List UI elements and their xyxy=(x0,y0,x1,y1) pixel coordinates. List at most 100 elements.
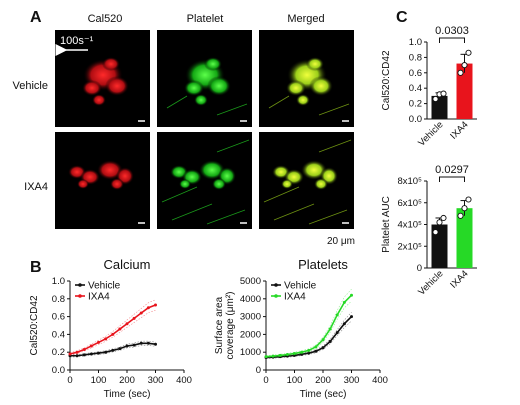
y-tick-label: 2x10⁵ xyxy=(397,241,422,252)
data-point xyxy=(350,315,353,319)
micrograph-tile xyxy=(55,30,150,127)
legend-marker xyxy=(274,283,278,287)
x-tick-label: 0 xyxy=(67,375,72,386)
y-tick-label: 1.0 xyxy=(409,37,422,48)
data-point xyxy=(271,354,275,358)
individual-point xyxy=(461,62,468,69)
data-point xyxy=(75,350,79,354)
legend-label: IXA4 xyxy=(88,292,110,303)
panel-letter-a: A xyxy=(30,9,42,26)
individual-point xyxy=(432,95,439,103)
row-header-ixa4: IXA4 xyxy=(24,181,48,193)
data-point xyxy=(154,342,157,346)
cell-aggregate xyxy=(92,94,106,106)
data-point xyxy=(75,354,79,358)
cell-aggregate xyxy=(204,57,222,71)
data-point xyxy=(300,350,304,354)
data-point xyxy=(139,341,143,345)
data-point xyxy=(104,350,108,354)
legend-marker xyxy=(78,294,82,298)
data-point xyxy=(154,303,157,307)
data-point xyxy=(342,300,346,304)
data-point xyxy=(321,346,325,350)
column-header-cal520: Cal520 xyxy=(88,13,123,25)
individual-point xyxy=(465,196,472,203)
x-tick-label: 300 xyxy=(344,375,360,386)
x-tick-label: 400 xyxy=(372,375,388,386)
y-axis-label: Cal520:CD42 xyxy=(381,50,392,110)
x-tick-label: 300 xyxy=(148,375,164,386)
data-point xyxy=(125,322,129,326)
cell-aggregate xyxy=(309,76,333,96)
y-tick-label: 0.0 xyxy=(52,365,65,376)
y-tick-label: 4000 xyxy=(240,294,261,305)
data-point xyxy=(293,351,296,355)
individual-point xyxy=(436,219,443,226)
y-axis-label: Surface area xyxy=(214,296,225,354)
data-point xyxy=(132,343,136,347)
cell-aggregate xyxy=(314,178,328,190)
y-axis-label: coverage (μm²) xyxy=(225,292,236,360)
y-tick-label: 0.6 xyxy=(52,312,65,323)
data-point xyxy=(104,337,108,341)
y-axis-label: Cal520:CD42 xyxy=(29,295,40,355)
category-label: IXA4 xyxy=(448,119,470,141)
data-point xyxy=(335,313,339,317)
micrograph-tile xyxy=(157,132,252,229)
line-chart-platelets: Platelets 0 1000 2000 3000 4000 5000 0 100 200 300… xyxy=(214,257,388,400)
series-error-lower xyxy=(70,345,156,358)
y-tick-label: 0.4 xyxy=(409,83,422,94)
micrograph-background xyxy=(259,132,354,229)
data-point xyxy=(89,344,93,348)
x-tick-label: 100 xyxy=(91,375,107,386)
micrograph-grid: 100s⁻¹ xyxy=(55,30,354,229)
column-header-platelet: Platelet xyxy=(187,13,224,25)
flow-streak xyxy=(263,186,300,203)
data-point xyxy=(335,331,339,335)
legend-marker xyxy=(274,294,278,298)
series-error-upper xyxy=(265,289,352,356)
y-tick-label: 0 xyxy=(417,263,422,274)
y-tick-label: 8x10⁵ xyxy=(397,176,422,187)
line-charts: Calcium 0.0 0.2 0.4 0.6 0.8 1.0 0 100 200 300 400 Ti… xyxy=(29,257,388,400)
significance-bracket xyxy=(439,176,465,182)
data-point xyxy=(146,306,150,310)
data-point xyxy=(82,353,86,357)
data-point xyxy=(118,347,122,351)
data-point xyxy=(97,351,100,355)
data-point xyxy=(111,332,115,336)
micrograph-tile xyxy=(259,30,354,127)
bar-ixa4 xyxy=(456,208,473,268)
individual-point xyxy=(465,49,472,56)
data-point xyxy=(314,349,318,353)
data-point xyxy=(125,344,129,348)
cell-aggregate xyxy=(179,179,191,189)
x-axis-label: Time (sec) xyxy=(104,389,151,400)
micrograph-tile xyxy=(157,30,252,127)
flow-streak xyxy=(216,103,248,116)
data-point xyxy=(285,353,289,357)
flow-streak xyxy=(318,139,352,153)
data-point xyxy=(314,345,318,349)
category-label: IXA4 xyxy=(448,268,470,290)
individual-point xyxy=(457,69,464,76)
data-point xyxy=(350,293,353,297)
micrograph-tile xyxy=(259,132,354,229)
cell-aggregate xyxy=(82,80,102,96)
y-tick-label: 3000 xyxy=(240,312,261,323)
individual-point xyxy=(457,212,464,219)
data-point xyxy=(146,341,150,345)
individual-point xyxy=(461,205,468,212)
individual-point xyxy=(432,229,439,236)
data-point xyxy=(321,338,325,342)
line-chart-calcium: Calcium 0.0 0.2 0.4 0.6 0.8 1.0 0 100 200 300 400 Ti… xyxy=(29,257,192,400)
data-point xyxy=(111,348,115,352)
cell-aggregate xyxy=(286,80,306,96)
cell-aggregate xyxy=(212,178,226,190)
data-point xyxy=(89,352,93,356)
x-tick-label: 200 xyxy=(315,375,331,386)
bar-ixa4 xyxy=(456,63,473,119)
data-point xyxy=(118,327,122,331)
flow-streak xyxy=(308,209,348,225)
